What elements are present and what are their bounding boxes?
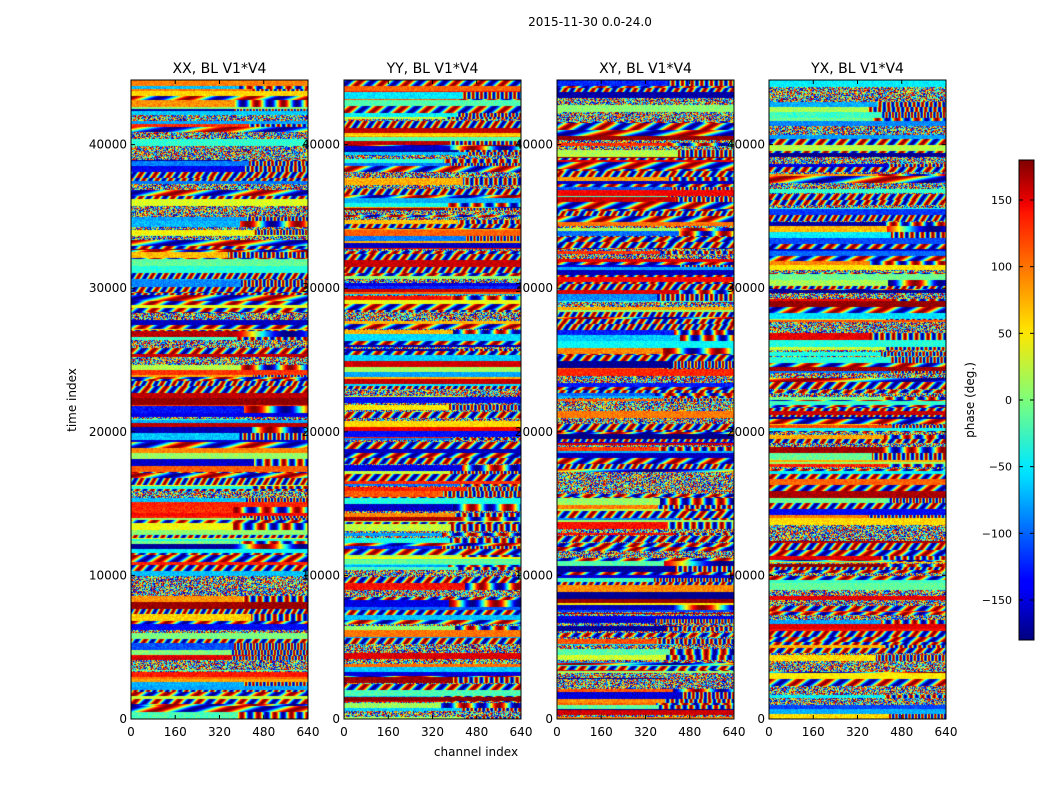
x-tick-label: 640	[297, 725, 320, 739]
y-tick-label: 0	[332, 712, 340, 726]
y-tick-label: 40000	[727, 138, 765, 152]
x-tick-label: 320	[846, 725, 869, 739]
panel-xx: XX, BL V1*V4 0 160 320 480 640 0 10000 20000 3000…	[89, 61, 320, 739]
y-tick-label: 40000	[89, 138, 127, 152]
y-tick-label: 20000	[302, 425, 340, 439]
y-tick-label: 20000	[89, 425, 127, 439]
panel-xy: XY, BL V1*V4 0 160 320 480 640 0 10000 20000 3000…	[515, 61, 746, 739]
phase-heatmap	[344, 80, 521, 719]
x-tick-label: 480	[678, 725, 701, 739]
y-tick-label: 0	[757, 712, 765, 726]
y-tick-label: 10000	[727, 568, 765, 582]
x-tick-label: 160	[802, 725, 825, 739]
panels: XX, BL V1*V4 0 160 320 480 640 0 10000 20000 3000…	[89, 61, 958, 739]
colorbar-tick-label: 0	[1005, 394, 1012, 407]
panel-title: XY, BL V1*V4	[599, 61, 692, 77]
x-tick-label: 640	[510, 725, 533, 739]
y-tick-label: 10000	[515, 568, 553, 582]
y-tick-label: 10000	[89, 568, 127, 582]
colorbar-ticks: −150 −100 −50 0 50 100 150	[982, 194, 1034, 607]
colorbar-tick-label: 50	[998, 327, 1012, 340]
x-tick-label: 480	[465, 725, 488, 739]
x-tick-label: 480	[890, 725, 913, 739]
colorbar-tick-label: −50	[989, 461, 1012, 474]
y-tick-label: 0	[545, 712, 553, 726]
colorbar-tick-label: −100	[982, 527, 1012, 540]
x-tick-label: 320	[421, 725, 444, 739]
figure-suptitle: 2015-11-30 0.0-24.0	[528, 15, 652, 29]
panel-title: XX, BL V1*V4	[173, 61, 267, 77]
y-tick-label: 0	[119, 712, 127, 726]
x-tick-label: 160	[590, 725, 613, 739]
colorbar-tick-label: 150	[991, 194, 1012, 207]
y-tick-label: 40000	[302, 138, 340, 152]
x-tick-label: 0	[340, 725, 348, 739]
panel-yy: YY, BL V1*V4 0 160 320 480 640 0 10000 20000 3000…	[302, 61, 533, 739]
y-tick-label: 20000	[515, 425, 553, 439]
y-tick-label: 30000	[302, 281, 340, 295]
phase-heatmap	[769, 80, 946, 719]
panel-title: YY, BL V1*V4	[386, 61, 479, 77]
x-tick-label: 640	[935, 725, 958, 739]
y-tick-label: 30000	[89, 281, 127, 295]
y-tick-label: 40000	[515, 138, 553, 152]
panel-title: YX, BL V1*V4	[810, 61, 904, 77]
y-tick-label: 30000	[727, 281, 765, 295]
x-tick-label: 0	[553, 725, 561, 739]
x-axis-label: channel index	[434, 745, 518, 759]
y-tick-label: 10000	[302, 568, 340, 582]
y-tick-label: 30000	[515, 281, 553, 295]
x-tick-label: 0	[127, 725, 135, 739]
x-tick-label: 160	[377, 725, 400, 739]
colorbar-label: phase (deg.)	[963, 362, 977, 438]
x-tick-label: 640	[723, 725, 746, 739]
y-axis-label: time index	[65, 368, 79, 432]
panel-yx: YX, BL V1*V4 0 160 320 480 640 0 10000 20000 3000…	[727, 61, 958, 739]
x-tick-label: 320	[634, 725, 657, 739]
colorbar: −150 −100 −50 0 50 100 150 phase (deg.)	[963, 159, 1035, 641]
x-tick-label: 0	[765, 725, 773, 739]
phase-heatmap	[131, 80, 308, 719]
x-tick-label: 480	[252, 725, 275, 739]
y-tick-label: 20000	[727, 425, 765, 439]
x-tick-label: 160	[164, 725, 187, 739]
phase-heatmap	[557, 80, 734, 719]
colorbar-tick-label: 100	[991, 261, 1012, 274]
colorbar-tick-label: −150	[982, 594, 1012, 607]
x-tick-label: 320	[208, 725, 231, 739]
